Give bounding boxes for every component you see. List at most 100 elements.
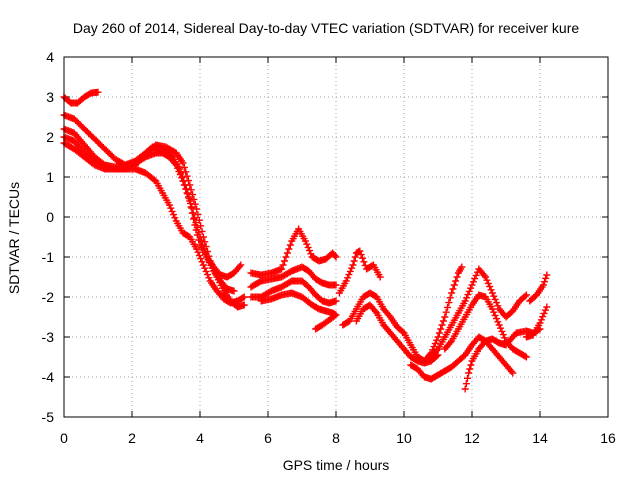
data-point-marker: [488, 289, 496, 297]
data-point-marker: [521, 292, 529, 300]
data-point-marker: [279, 261, 287, 269]
data-point-marker: [431, 339, 439, 347]
data-point-marker: [167, 204, 175, 212]
data-point-marker: [494, 302, 502, 310]
data-point-marker: [522, 353, 530, 361]
data-point-marker: [466, 365, 474, 373]
data-point-marker: [492, 299, 500, 307]
data-point-marker: [350, 257, 358, 265]
data-point-marker: [467, 361, 475, 369]
data-point-marker: [441, 313, 449, 321]
data-point-marker: [186, 199, 194, 207]
chart-title: Day 260 of 2014, Sidereal Day-to-day VTE…: [73, 20, 579, 36]
data-point-marker: [507, 367, 515, 375]
data-point-marker: [465, 369, 473, 377]
series-track-8: [247, 277, 340, 307]
data-point-marker: [385, 311, 393, 319]
data-point-marker: [239, 294, 247, 302]
data-point-marker: [237, 261, 245, 269]
y-tick-label: -5: [42, 409, 55, 425]
data-point-marker: [468, 281, 476, 289]
data-point-marker: [461, 297, 469, 305]
data-point-marker: [190, 215, 198, 223]
data-point-marker: [346, 267, 354, 275]
data-point-marker: [540, 309, 548, 317]
data-point-marker: [543, 303, 551, 311]
data-point-marker: [433, 347, 441, 355]
data-point-marker: [313, 324, 321, 332]
data-point-marker: [201, 264, 209, 272]
y-axis-label: SDTVAR / TECUs: [6, 182, 22, 294]
data-point-marker: [182, 185, 190, 193]
x-tick-label: 10: [396, 430, 412, 446]
data-point-marker: [483, 276, 491, 284]
y-tick-label: 1: [46, 169, 54, 185]
data-point-marker: [183, 172, 191, 180]
data-point-marker: [199, 233, 207, 241]
data-point-marker: [177, 169, 185, 177]
data-point-marker: [448, 289, 456, 297]
data-point-marker: [208, 260, 216, 268]
data-point-marker: [278, 265, 286, 273]
data-point-marker: [202, 267, 210, 275]
data-point-marker: [542, 274, 550, 282]
data-point-marker: [194, 211, 202, 219]
y-tick-label: -1: [42, 249, 55, 265]
data-point-marker: [491, 311, 499, 319]
series-track-6: [247, 225, 340, 279]
series-track-9: [257, 289, 340, 333]
plot-border: [63, 56, 609, 418]
data-point-marker: [189, 191, 197, 199]
data-point-marker: [356, 247, 364, 255]
data-point-marker: [186, 181, 194, 189]
data-point-marker: [176, 165, 184, 173]
data-point-marker: [536, 319, 544, 327]
y-tick-label: 2: [46, 129, 54, 145]
data-point-marker: [191, 200, 199, 208]
data-point-marker: [469, 278, 477, 286]
data-point-marker: [541, 306, 549, 314]
data-point-marker: [445, 299, 453, 307]
data-point-marker: [193, 223, 201, 231]
data-point-marker: [285, 245, 293, 253]
data-point-marker: [188, 204, 196, 212]
series-track-15: [441, 291, 530, 361]
series-track-17: [526, 271, 551, 305]
data-point-marker: [435, 329, 443, 337]
data-point-marker: [205, 252, 213, 260]
data-point-marker: [203, 247, 211, 255]
y-tick-label: -2: [42, 289, 55, 305]
data-point-marker: [539, 281, 547, 289]
x-tick-label: 4: [196, 430, 204, 446]
data-point-marker: [472, 271, 480, 279]
data-point-marker: [193, 205, 201, 213]
data-point-marker: [446, 339, 454, 347]
data-point-marker: [281, 257, 289, 265]
data-point-marker: [351, 253, 359, 261]
data-point-marker: [190, 195, 198, 203]
data-point-marker: [357, 251, 365, 259]
data-point-marker: [169, 211, 177, 219]
data-point-marker: [371, 307, 379, 315]
data-point-marker: [212, 270, 220, 278]
y-tick-label: 3: [46, 89, 54, 105]
data-point-marker: [178, 173, 186, 181]
data-point-marker: [461, 385, 469, 393]
data-point-marker: [198, 227, 206, 235]
data-point-marker: [482, 273, 490, 281]
data-point-marker: [521, 352, 529, 360]
data-point-marker: [444, 303, 452, 311]
data-point-marker: [463, 294, 471, 302]
series-track-11: [339, 263, 466, 365]
series-track-10: [335, 247, 384, 297]
data-point-marker: [210, 267, 218, 275]
data-point-marker: [197, 222, 205, 230]
data-point-marker: [433, 336, 441, 344]
data-point-marker: [235, 263, 243, 271]
data-point-marker: [94, 88, 102, 96]
data-point-marker: [191, 214, 199, 222]
x-tick-label: 14: [532, 430, 548, 446]
data-point-marker: [434, 333, 442, 341]
data-point-marker: [488, 305, 496, 313]
data-point-marker: [332, 297, 340, 305]
